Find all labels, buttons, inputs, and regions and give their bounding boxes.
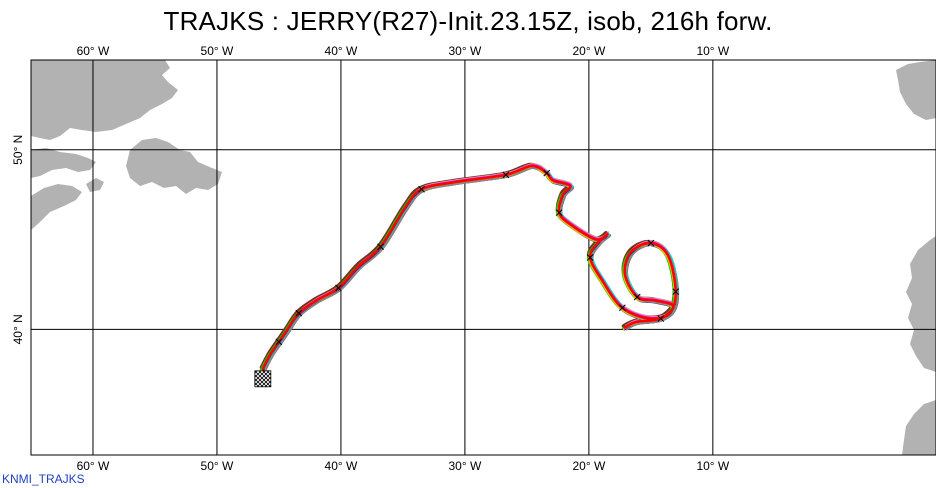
time-mark-9: [618, 304, 626, 312]
land-nova-scotia: [31, 184, 82, 230]
time-mark-11: [647, 239, 655, 247]
lat-tick-0: 50° N: [11, 135, 25, 165]
time-mark-4: [418, 185, 425, 193]
lon-tick-bottom-4: 20° W: [572, 459, 605, 470]
land-iberia: [906, 236, 936, 372]
land-masses: [31, 60, 936, 455]
lat-tick-1: 40° N: [11, 314, 25, 344]
time-mark-1: [295, 309, 303, 317]
land-labrador: [31, 60, 178, 140]
time-mark-13: [657, 315, 665, 322]
start-marker: [254, 370, 272, 388]
lon-tick-top-2: 40° W: [325, 44, 358, 58]
top-longitude-labels: 60° W 50° W 40° W 30° W 20° W 10° W: [77, 44, 730, 58]
map-title: TRAJKS : JERRY(R27)-Init.23.15Z, isob, 2…: [163, 6, 773, 36]
main-trajectory: [261, 164, 678, 371]
lon-tick-bottom-1: 50° W: [201, 459, 234, 470]
time-mark-10: [672, 288, 680, 295]
time-markers: [275, 169, 680, 346]
trajectory-map: 60° W 50° W 40° W 30° W 20° W 10° W 60° W 50° …: [11, 44, 936, 470]
lon-tick-bottom-2: 40° W: [325, 459, 358, 470]
left-latitude-labels: 50° N 40° N: [11, 135, 25, 345]
time-mark-7: [555, 209, 563, 216]
lon-tick-top-5: 10° W: [696, 44, 729, 58]
time-mark-6: [543, 169, 551, 177]
land-newfoundland: [126, 138, 222, 194]
lon-tick-top-3: 30° W: [448, 44, 481, 58]
lon-tick-top-4: 20° W: [572, 44, 605, 58]
source-label: KNMI_TRAJKS: [2, 472, 85, 486]
lon-tick-bottom-0: 60° W: [77, 459, 110, 470]
map-background: [31, 60, 936, 455]
main-track-line: [261, 164, 678, 371]
land-africa: [902, 400, 936, 455]
land-ireland: [896, 60, 936, 120]
start-box: [254, 370, 272, 388]
lon-tick-top-1: 50° W: [201, 44, 234, 58]
time-mark-2: [335, 284, 342, 292]
lon-tick-top-0: 60° W: [77, 44, 110, 58]
grid-lines: [31, 60, 936, 455]
time-mark-8: [586, 254, 594, 261]
lon-tick-bottom-5: 10° W: [696, 459, 729, 470]
time-mark-3: [377, 243, 384, 251]
map-frame: [30, 59, 936, 456]
lon-tick-bottom-3: 30° W: [448, 459, 481, 470]
time-mark-5: [502, 171, 510, 179]
time-mark-0: [275, 338, 283, 346]
land-quebec-shore: [31, 148, 96, 178]
bottom-longitude-labels: 60° W 50° W 40° W 30° W 20° W 10° W: [77, 459, 730, 470]
time-mark-12: [633, 293, 641, 301]
land-cape-breton: [86, 178, 104, 192]
